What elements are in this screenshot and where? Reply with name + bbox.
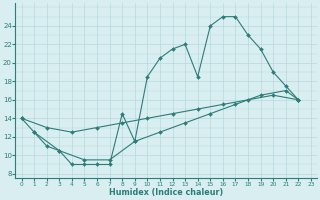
X-axis label: Humidex (Indice chaleur): Humidex (Indice chaleur) <box>109 188 223 197</box>
